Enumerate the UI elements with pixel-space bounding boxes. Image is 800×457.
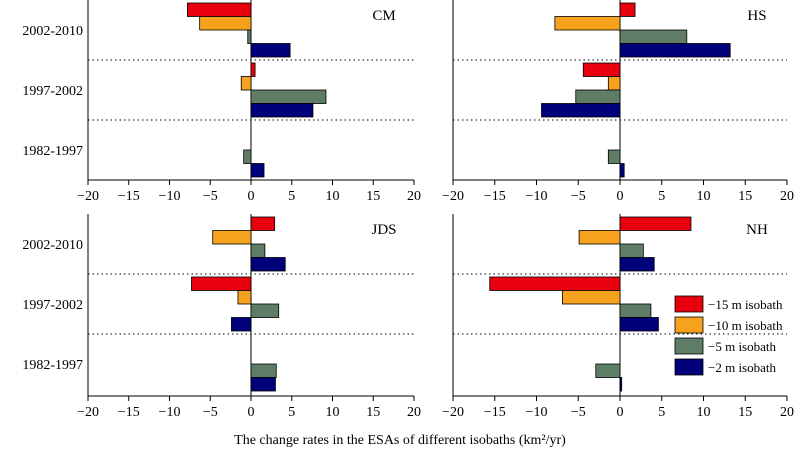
category-label: 1997-2002 bbox=[22, 84, 83, 99]
x-tick-label-jds: 5 bbox=[288, 405, 295, 420]
x-tick-label-jds: 10 bbox=[326, 405, 340, 420]
panel-title-cm: CM bbox=[372, 8, 395, 24]
legend-swatch bbox=[674, 337, 704, 355]
category-label: 1997-2002 bbox=[22, 298, 83, 313]
bar-nh bbox=[561, 290, 621, 305]
bar-nh bbox=[619, 257, 655, 272]
x-tick-label-nh: 5 bbox=[658, 405, 665, 420]
legend-label: −10 m isobath bbox=[708, 318, 783, 333]
x-tick-label-nh: 10 bbox=[697, 405, 711, 420]
bar-cm bbox=[250, 103, 314, 118]
x-tick-label-cm: 0 bbox=[248, 189, 255, 204]
bar-cm bbox=[247, 29, 252, 44]
bar-nh bbox=[619, 216, 692, 231]
x-tick-label-jds: 0 bbox=[248, 405, 255, 420]
bar-cm bbox=[240, 76, 252, 91]
bar-cm bbox=[250, 163, 265, 178]
bar-nh bbox=[595, 363, 621, 378]
x-tick-label-nh: 15 bbox=[738, 405, 752, 420]
bar-nh bbox=[619, 317, 659, 332]
x-tick-label-nh: 0 bbox=[617, 405, 624, 420]
x-tick-label-jds: −15 bbox=[118, 405, 140, 420]
bar-hs bbox=[619, 2, 636, 17]
legend-label: −5 m isobath bbox=[708, 339, 776, 354]
category-label: 1982-1997 bbox=[22, 144, 83, 159]
x-tick-label-cm: 10 bbox=[326, 189, 340, 204]
x-tick-label-jds: −20 bbox=[77, 405, 99, 420]
x-tick-label-hs: 10 bbox=[697, 189, 711, 204]
bar-nh bbox=[619, 243, 644, 258]
x-tick-label-hs: −5 bbox=[571, 189, 586, 204]
x-tick-label-nh: −5 bbox=[571, 405, 586, 420]
x-axis-title: The change rates in the ESAs of differen… bbox=[234, 433, 566, 448]
x-tick-label-jds: 15 bbox=[366, 405, 380, 420]
x-tick-label-hs: 20 bbox=[780, 189, 794, 204]
panel-title-jds: JDS bbox=[371, 222, 396, 238]
x-tick-label-cm: −5 bbox=[203, 189, 218, 204]
x-tick-label-hs: −15 bbox=[484, 189, 506, 204]
x-tick-label-hs: 0 bbox=[617, 189, 624, 204]
bar-cm bbox=[250, 89, 327, 104]
bar-jds bbox=[191, 276, 252, 291]
panel-title-nh: NH bbox=[746, 222, 768, 238]
bar-jds bbox=[250, 377, 276, 392]
x-tick-label-nh: −20 bbox=[442, 405, 464, 420]
bar-hs bbox=[619, 43, 731, 58]
x-tick-label-jds: 20 bbox=[407, 405, 421, 420]
bar-hs bbox=[619, 29, 688, 44]
bar-hs bbox=[541, 103, 621, 118]
x-tick-label-hs: −10 bbox=[526, 189, 548, 204]
category-label: 2002-2010 bbox=[22, 238, 83, 253]
bar-cm bbox=[250, 43, 291, 58]
legend-label: −15 m isobath bbox=[708, 297, 783, 312]
x-tick-label-hs: 15 bbox=[738, 189, 752, 204]
legend-swatch bbox=[674, 316, 704, 334]
legend-swatch bbox=[674, 295, 704, 313]
category-label: 1982-1997 bbox=[22, 358, 83, 373]
bar-cm bbox=[199, 16, 252, 31]
bar-hs bbox=[575, 89, 621, 104]
bar-hs bbox=[582, 62, 621, 77]
bar-cm bbox=[250, 62, 256, 77]
legend-swatch bbox=[674, 358, 704, 376]
x-tick-label-cm: 15 bbox=[366, 189, 380, 204]
bar-hs bbox=[607, 149, 621, 164]
x-tick-label-hs: 5 bbox=[658, 189, 665, 204]
bar-jds bbox=[237, 290, 252, 305]
bar-hs bbox=[554, 16, 621, 31]
legend-label: −2 m isobath bbox=[708, 360, 776, 375]
bar-jds bbox=[231, 317, 252, 332]
bar-nh bbox=[619, 303, 652, 318]
category-label: 2002-2010 bbox=[22, 24, 83, 39]
bar-cm bbox=[243, 149, 252, 164]
x-tick-label-cm: −20 bbox=[77, 189, 99, 204]
x-tick-label-jds: −5 bbox=[203, 405, 218, 420]
x-tick-label-cm: 20 bbox=[407, 189, 421, 204]
x-tick-label-nh: 20 bbox=[780, 405, 794, 420]
bar-hs bbox=[607, 76, 621, 91]
bar-jds bbox=[250, 216, 276, 231]
bar-jds bbox=[212, 230, 252, 245]
panel-title-hs: HS bbox=[747, 8, 766, 24]
x-tick-label-hs: −20 bbox=[442, 189, 464, 204]
bar-cm bbox=[187, 2, 252, 17]
x-tick-label-cm: −10 bbox=[159, 189, 181, 204]
bar-nh bbox=[489, 276, 621, 291]
bar-nh bbox=[619, 377, 623, 392]
x-tick-label-cm: 5 bbox=[288, 189, 295, 204]
bar-jds bbox=[250, 363, 277, 378]
bar-hs bbox=[619, 163, 625, 178]
bar-jds bbox=[250, 257, 286, 272]
x-tick-label-jds: −10 bbox=[159, 405, 181, 420]
x-tick-label-cm: −15 bbox=[118, 189, 140, 204]
bar-nh bbox=[578, 230, 621, 245]
bar-jds bbox=[250, 243, 266, 258]
bar-jds bbox=[250, 303, 280, 318]
x-tick-label-nh: −15 bbox=[484, 405, 506, 420]
x-tick-label-nh: −10 bbox=[526, 405, 548, 420]
